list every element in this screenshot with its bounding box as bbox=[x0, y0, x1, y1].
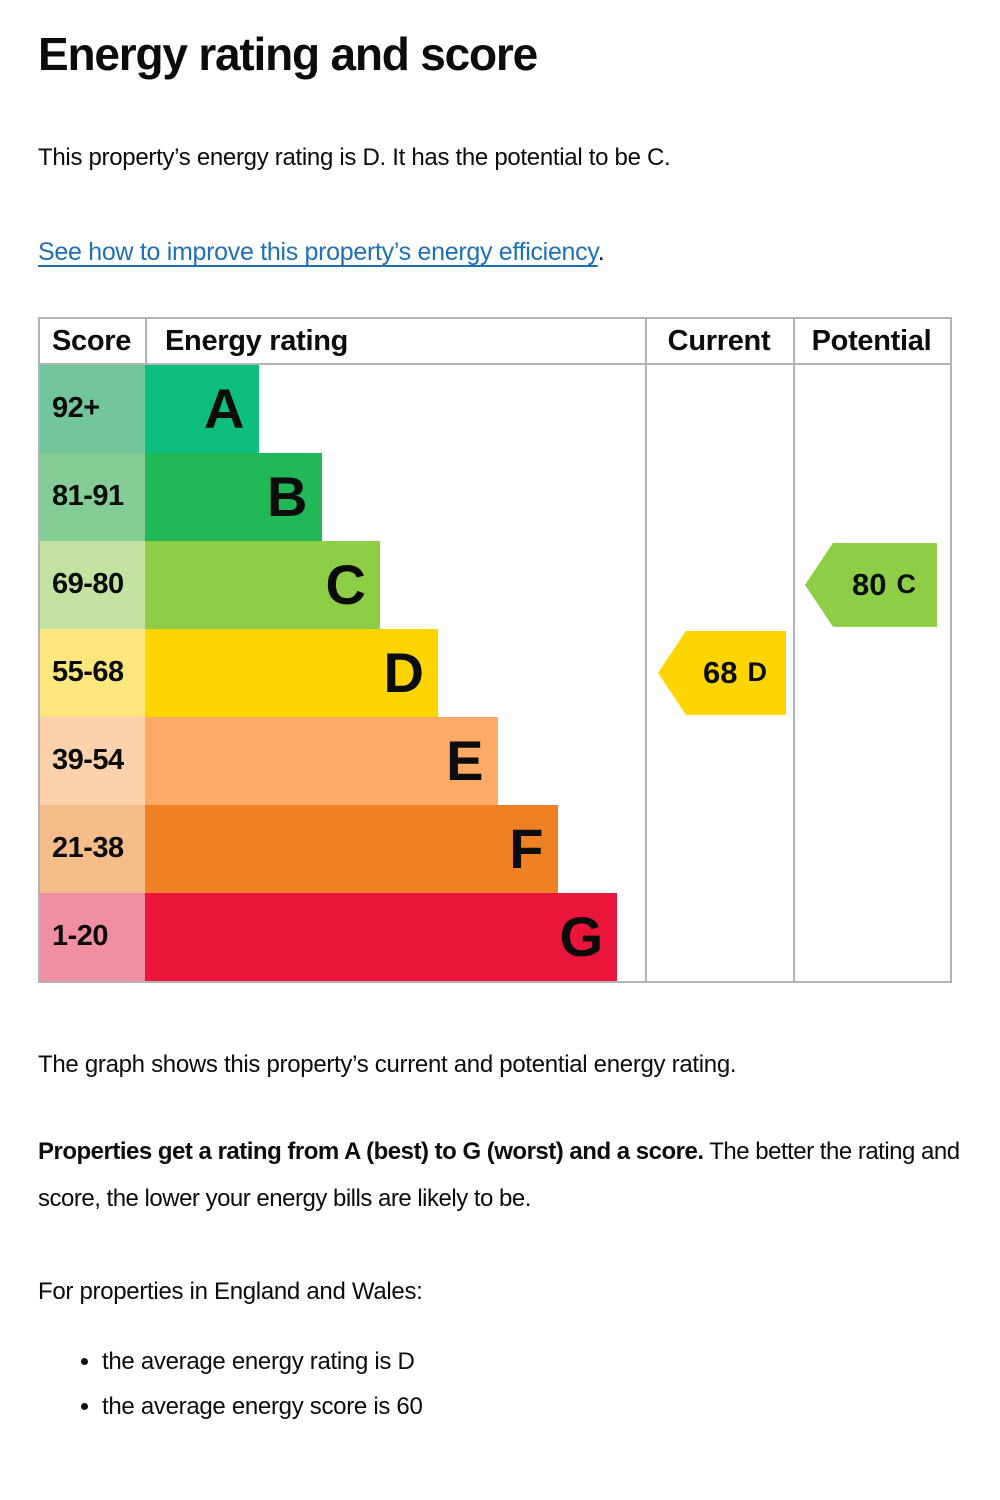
column-header-score: Score bbox=[52, 325, 132, 358]
band-score-cell: 69-80 bbox=[40, 540, 145, 629]
potential-rating-arrow: 80 C bbox=[805, 542, 937, 627]
band-bar: F bbox=[145, 804, 558, 893]
potential-score: 80 bbox=[852, 566, 887, 602]
epc-grid: Score Energy rating Current Potential 68… bbox=[40, 319, 950, 981]
improve-link-period: . bbox=[597, 237, 605, 266]
band-bar-cell: E bbox=[145, 716, 645, 805]
band-letter: A bbox=[204, 376, 245, 440]
epc-rating-chart: Score Energy rating Current Potential 68… bbox=[38, 316, 952, 983]
current-rating-cell: 68 D bbox=[645, 629, 793, 717]
header-bottom-line bbox=[40, 362, 950, 365]
column-header-energy-rating: Energy rating bbox=[165, 325, 349, 358]
column-header-current: Current bbox=[667, 325, 771, 358]
band-score-cell: 81-91 bbox=[40, 452, 145, 541]
band-bar: E bbox=[145, 716, 498, 805]
list-item: the average energy rating is D bbox=[102, 1340, 962, 1384]
rating-explanation-rest: The better the rating and score, the low… bbox=[38, 1137, 960, 1212]
list-item: the average energy score is 60 bbox=[102, 1385, 962, 1429]
band-bar-cell: D bbox=[145, 628, 645, 717]
band-letter: F bbox=[509, 816, 544, 880]
intro-text: This property’s energy rating is D. It h… bbox=[38, 143, 671, 171]
band-bar: B bbox=[145, 452, 322, 541]
potential-rating-cell: 80 C bbox=[793, 541, 950, 629]
rating-explanation-bold: Properties get a rating from A (best) to… bbox=[38, 1137, 704, 1165]
page-title: Energy rating and score bbox=[38, 28, 538, 80]
band-bar: A bbox=[145, 364, 259, 453]
column-header-potential: Potential bbox=[811, 325, 932, 358]
band-score-cell: 1-20 bbox=[40, 892, 145, 981]
band-letter: B bbox=[267, 464, 308, 528]
band-bar-cell: F bbox=[145, 804, 645, 893]
improve-link-line: See how to improve this property’s energ… bbox=[38, 238, 962, 267]
potential-band-letter: C bbox=[896, 569, 916, 600]
band-score-cell: 92+ bbox=[40, 364, 145, 453]
band-letter: E bbox=[446, 728, 484, 792]
band-bar: D bbox=[145, 628, 438, 717]
band-letter: G bbox=[559, 904, 603, 968]
potential-column-left-line bbox=[793, 318, 795, 981]
band-bar-cell: B bbox=[145, 452, 645, 541]
current-band-letter: D bbox=[747, 657, 767, 688]
band-letter: C bbox=[325, 552, 366, 616]
band-bar: G bbox=[145, 892, 617, 981]
current-rating-arrow: 68 D bbox=[658, 630, 786, 715]
rating-explanation: Properties get a rating from A (best) to… bbox=[38, 1129, 962, 1223]
header-divider-line bbox=[145, 318, 147, 365]
current-column-left-line bbox=[645, 318, 647, 981]
current-score: 68 bbox=[703, 654, 738, 690]
average-facts-list: the average energy rating is D the avera… bbox=[38, 1340, 962, 1429]
band-letter: D bbox=[383, 640, 424, 704]
band-score-cell: 21-38 bbox=[40, 804, 145, 893]
improve-efficiency-link[interactable]: See how to improve this property’s energ… bbox=[38, 237, 598, 266]
band-bar-cell: A bbox=[145, 364, 645, 453]
band-bar-cell: C bbox=[145, 540, 645, 629]
band-score-cell: 55-68 bbox=[40, 628, 145, 717]
band-score-cell: 39-54 bbox=[40, 716, 145, 805]
band-bar-cell: G bbox=[145, 892, 645, 981]
band-bar: C bbox=[145, 540, 380, 629]
graph-caption: The graph shows this property’s current … bbox=[38, 1050, 737, 1078]
region-heading: For properties in England and Wales: bbox=[38, 1278, 423, 1306]
